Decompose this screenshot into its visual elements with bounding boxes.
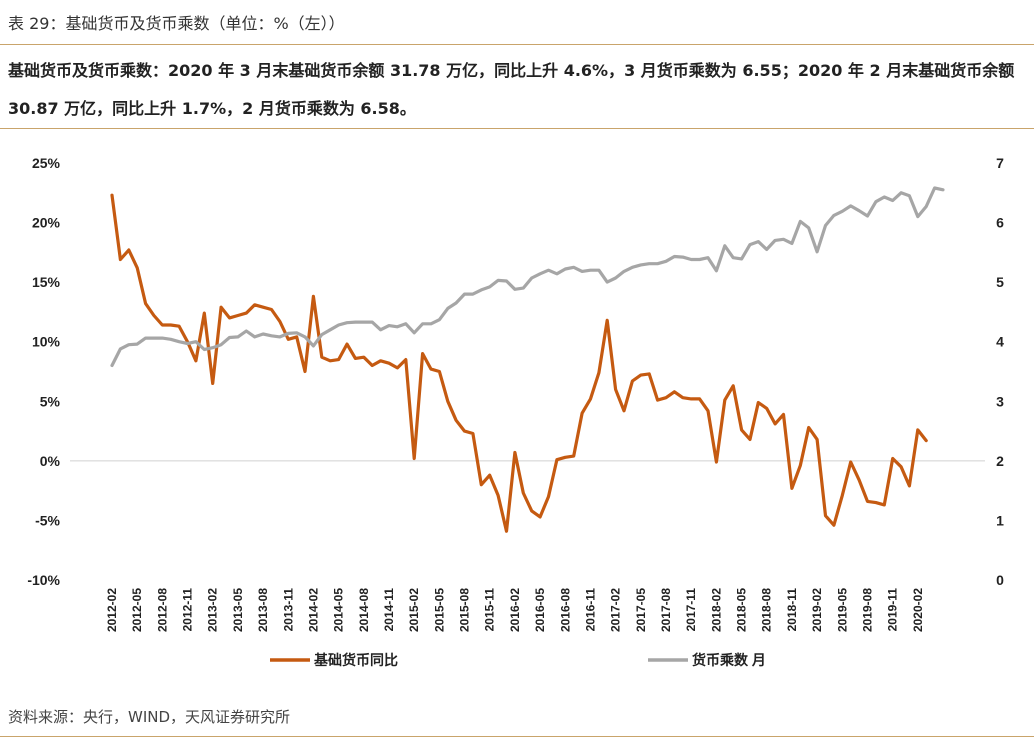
left-tick-label: 15% <box>32 274 61 290</box>
x-tick-label: 2020-02 <box>911 588 925 632</box>
x-tick-label: 2015-05 <box>432 588 446 632</box>
x-tick-label: 2014-11 <box>382 588 396 632</box>
right-tick-label: 2 <box>996 453 1004 469</box>
x-axis: 2012-02 2012-05 2012-08 2012-11 2013-02 2013-… <box>105 588 925 632</box>
x-tick-label: 2019-11 <box>886 588 900 632</box>
x-tick-label: 2019-02 <box>810 588 824 632</box>
x-tick-label: 2017-08 <box>659 588 673 632</box>
right-tick-label: 6 <box>996 215 1004 231</box>
legend-label: 基础货币同比 <box>314 652 398 668</box>
x-tick-label: 2017-05 <box>634 588 648 632</box>
x-tick-label: 2013-02 <box>206 588 220 632</box>
x-tick-label: 2014-05 <box>332 588 346 632</box>
x-tick-label: 2012-11 <box>181 588 195 632</box>
x-tick-label: 2015-02 <box>407 588 421 632</box>
series-layer <box>110 186 945 533</box>
right-tick-label: 7 <box>996 155 1004 171</box>
x-tick-label: 2013-05 <box>231 588 245 632</box>
x-tick-label: 2013-08 <box>256 588 270 632</box>
x-tick-label: 2012-05 <box>130 588 144 632</box>
left-tick-label: 10% <box>32 334 61 350</box>
left-tick-label: -5% <box>35 512 60 528</box>
right-tick-label: 3 <box>996 393 1004 409</box>
x-tick-label: 2016-02 <box>508 588 522 632</box>
x-tick-label: 2017-02 <box>609 588 623 632</box>
legend: 基础货币同比 货币乘数 月 <box>270 652 766 668</box>
right-axis: 7 6 5 4 3 2 1 0 <box>996 155 1004 588</box>
right-tick-label: 0 <box>996 572 1004 588</box>
right-tick-label: 4 <box>996 334 1004 350</box>
left-tick-label: -10% <box>27 572 60 588</box>
left-axis: 25% 20% 15% 10% 5% 0% -5% -10% <box>27 155 60 588</box>
figure-title: 表 29：基础货币及货币乘数（单位：%（左）） <box>8 14 345 33</box>
x-tick-label: 2012-08 <box>155 588 169 632</box>
x-tick-label: 2016-11 <box>583 588 597 632</box>
right-tick-label: 5 <box>996 274 1004 290</box>
monetary-base-yoy-line <box>110 193 928 533</box>
line-chart: 25% 20% 15% 10% 5% 0% -5% -10% 7 6 5 4 3 2 1 0 2012-02… <box>27 155 1004 668</box>
x-tick-label: 2016-08 <box>558 588 572 632</box>
x-tick-label: 2016-05 <box>533 588 547 632</box>
x-tick-label: 2015-08 <box>458 588 472 632</box>
x-tick-label: 2017-11 <box>684 588 698 632</box>
x-tick-label: 2014-08 <box>357 588 371 632</box>
x-tick-label: 2019-08 <box>860 588 874 632</box>
money-multiplier-line <box>110 186 945 368</box>
x-tick-label: 2013-11 <box>281 588 295 632</box>
bottom-divider <box>0 736 1034 737</box>
x-tick-label: 2012-02 <box>105 588 119 632</box>
x-tick-label: 2014-02 <box>306 588 320 632</box>
middle-divider <box>0 128 1034 129</box>
left-tick-label: 25% <box>32 155 61 171</box>
left-tick-label: 5% <box>40 393 61 409</box>
x-tick-label: 2018-08 <box>760 588 774 632</box>
x-tick-label: 2015-11 <box>483 588 497 632</box>
source-note: 资料来源：央行，WIND，天风证券研究所 <box>8 708 291 726</box>
legend-label: 货币乘数 月 <box>691 652 766 668</box>
x-tick-label: 2019-05 <box>835 588 849 632</box>
x-tick-label: 2018-02 <box>709 588 723 632</box>
x-tick-label: 2018-05 <box>735 588 749 632</box>
left-tick-label: 0% <box>40 453 61 469</box>
top-divider <box>0 44 1034 45</box>
x-tick-label: 2018-11 <box>785 588 799 632</box>
summary-text: 基础货币及货币乘数：2020 年 3 月末基础货币余额 31.78 万亿，同比上… <box>8 61 1015 118</box>
right-tick-label: 1 <box>996 512 1004 528</box>
left-tick-label: 20% <box>32 215 61 231</box>
